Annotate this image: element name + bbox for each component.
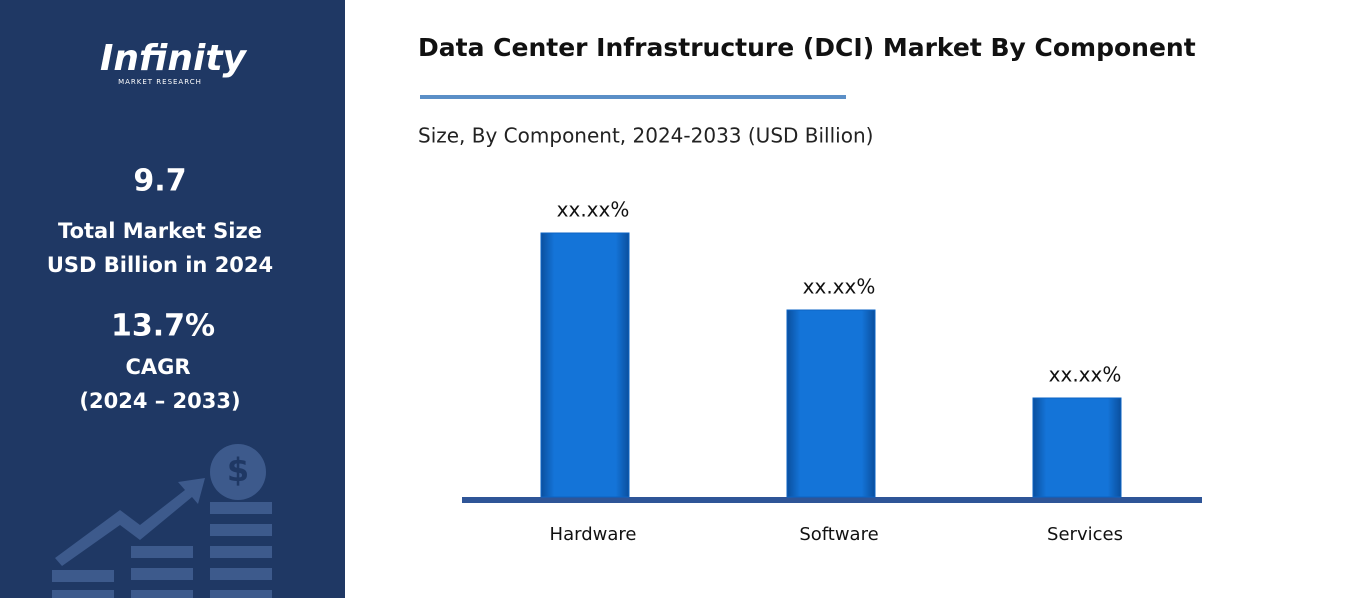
x-tick-label: Software (799, 524, 878, 545)
data-label: xx.xx% (803, 275, 876, 299)
data-label: xx.xx% (1049, 363, 1122, 387)
chart-subtitle: Size, By Component, 2024-2033 (USD Billi… (418, 124, 873, 148)
market-size-value: 9.7 (133, 164, 186, 199)
title-rule (420, 95, 846, 99)
logo-tagline: MARKET RESEARCH (118, 78, 202, 86)
cagr-value: 13.7% (111, 309, 215, 344)
data-label: xx.xx% (557, 198, 630, 222)
x-tick-label: Services (1047, 524, 1123, 545)
baseline (462, 497, 1202, 503)
bar (786, 309, 876, 498)
svg-text:$: $ (227, 451, 249, 489)
logo-name: Infinity (100, 38, 248, 79)
bar (540, 232, 630, 498)
cagr-label: CAGR (125, 355, 190, 379)
cagr-period: (2024 – 2033) (79, 389, 240, 413)
chart-title: Data Center Infrastructure (DCI) Market … (418, 33, 1196, 62)
market-size-label: Total Market Size (58, 219, 262, 243)
bar (1032, 397, 1122, 498)
growth-icon: $ (52, 444, 272, 598)
x-tick-label: Hardware (550, 524, 637, 545)
market-size-label: USD Billion in 2024 (47, 253, 273, 277)
sidebar (0, 0, 345, 598)
